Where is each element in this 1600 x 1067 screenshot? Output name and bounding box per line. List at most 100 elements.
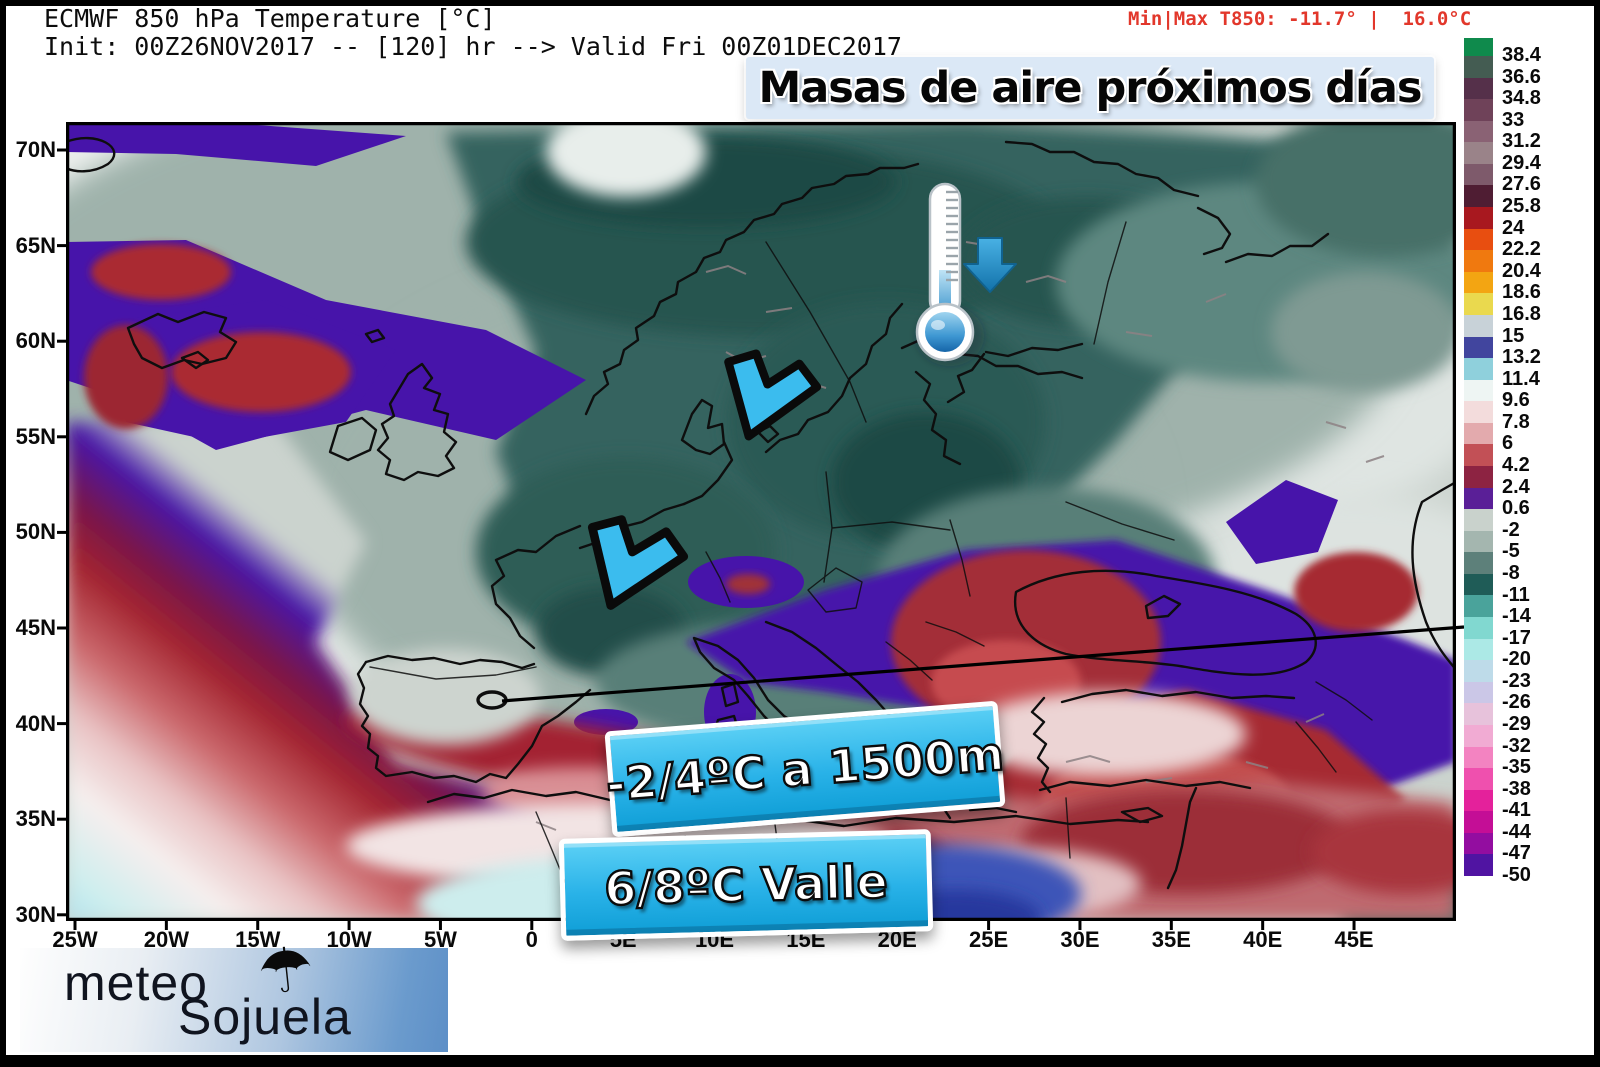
longitude-tick-label: 0	[525, 927, 538, 952]
colorbar-tick-label: -29	[1502, 712, 1531, 735]
colorbar-segment	[1464, 56, 1493, 78]
colorbar-segment	[1464, 530, 1493, 553]
colorbar-segment	[1464, 638, 1493, 661]
colorbar-segment	[1464, 552, 1493, 574]
longitude-axis: 25W 20W 15W 10W 5W 0 5E 10E 15E 20E 25E 30E 35E 40E 45…	[52, 927, 1456, 953]
colorbar-segment	[1464, 681, 1493, 704]
colorbar-tick-label: 20.4	[1502, 259, 1541, 282]
colorbar-segment	[1464, 746, 1493, 769]
colorbar-segment	[1464, 120, 1493, 143]
colorbar-segment	[1464, 163, 1493, 186]
colorbar-segment	[1464, 660, 1493, 682]
valley-temp-callout: 6/8ºC Valle	[558, 829, 934, 941]
colorbar-segment	[1464, 703, 1493, 725]
colorbar-segment	[1464, 573, 1493, 596]
headline-banner-text: Masas de aire próximos días	[758, 63, 1422, 113]
colorbar-tick-label: 22.2	[1502, 238, 1541, 261]
colorbar-tick-label: -2	[1502, 518, 1520, 541]
colorbar-tick-label: 2.4	[1502, 475, 1530, 498]
latitude-tick-label: 50N	[15, 519, 56, 545]
colorbar-segment	[1464, 422, 1493, 445]
latitude-tick-label: 55N	[15, 423, 56, 449]
colorbar-segment	[1464, 487, 1493, 510]
colorbar-tick-label: -14	[1502, 605, 1531, 628]
longitude-tick-label: 5W	[423, 927, 457, 952]
colorbar-segment	[1464, 336, 1493, 359]
colorbar-tick-label: -5	[1502, 540, 1520, 563]
colorbar-tick-label: -20	[1502, 648, 1531, 671]
colorbar-segment	[1464, 142, 1493, 164]
colorbar-segment	[1464, 250, 1493, 272]
longitude-tick-label: 10W	[326, 927, 372, 952]
longitude-tick-label: 15W	[235, 927, 281, 952]
latitude-tick-label: 40N	[15, 710, 56, 736]
colorbar-segment	[1464, 832, 1493, 855]
colorbar-tick-label: -38	[1502, 777, 1531, 800]
colorbar-tick-label: -44	[1502, 820, 1531, 843]
colorbar-segment	[1464, 314, 1493, 337]
colorbar-tick-label: -41	[1502, 799, 1531, 822]
colorbar-tick-label: 31.2	[1502, 130, 1541, 153]
colorbar-tick-label: 13.2	[1502, 346, 1541, 369]
colorbar-tick-label: 4.2	[1502, 454, 1530, 477]
colorbar-tick-label: 25.8	[1502, 195, 1541, 218]
colorbar-segment	[1464, 595, 1493, 618]
colorbar-tick-label: 36.6	[1502, 65, 1541, 88]
colorbar-segment	[1464, 811, 1493, 833]
latitude-tick-label: 65N	[15, 232, 56, 258]
colorbar-segment	[1464, 724, 1493, 747]
latitude-tick-label: 70N	[15, 137, 56, 162]
colorbar-tick-label: 15	[1502, 324, 1525, 347]
colorbar-segment	[1464, 789, 1493, 812]
colorbar-segment	[1464, 293, 1493, 315]
colorbar-tick-label: -47	[1502, 842, 1531, 865]
colorbar-tick-label: -35	[1502, 756, 1531, 779]
map-title: ECMWF 850 hPa Temperature [°C]	[44, 4, 496, 33]
colorbar-segment	[1464, 185, 1493, 208]
colorbar-tick-label: 38.4	[1502, 44, 1541, 66]
temperature-drop-arrow-icon	[963, 237, 1017, 293]
colorbar-segment	[1464, 617, 1493, 639]
colorbar-segment	[1464, 358, 1493, 380]
headline-banner: Masas de aire próximos días	[746, 57, 1434, 119]
logo-text-meteo: meteo	[64, 955, 208, 1011]
cold-air-arrow-icon-1	[724, 349, 822, 441]
colorbar-segment	[1464, 379, 1493, 402]
colorbar-tick-label: -32	[1502, 734, 1531, 757]
colorbar-tick-label: -23	[1502, 669, 1531, 692]
colorbar-tick-label: 27.6	[1502, 173, 1541, 196]
longitude-tick-label: 35E	[1151, 927, 1191, 952]
colorbar-segment	[1464, 509, 1493, 531]
colorbar-segment	[1464, 854, 1493, 876]
colorbar-tick-label: 9.6	[1502, 389, 1530, 412]
cold-air-arrow-icon-2	[587, 515, 689, 610]
meteosojuela-logo: meteo ☂ Sojuela	[20, 934, 448, 1052]
colorbar-tick-label: 18.6	[1502, 281, 1541, 304]
colorbar-segment	[1464, 271, 1493, 294]
colorbar-segment	[1464, 444, 1493, 466]
longitude-tick-label: 25E	[969, 927, 1009, 952]
longitude-tick-label: 25W	[52, 927, 98, 952]
latitude-tick-label: 45N	[15, 615, 56, 640]
colorbar-tick-label: 24	[1502, 216, 1525, 239]
colorbar-tick-label: -8	[1502, 561, 1520, 584]
latitude-tick-label: 30N	[15, 901, 56, 927]
altitude-temp-label: -2/4ºC a 1500m	[603, 725, 1007, 813]
thermometer-icon	[915, 182, 984, 366]
colorbar-segment	[1464, 99, 1493, 121]
map-subtitle-init-valid: Init: 00Z26NOV2017 -- [120] hr --> Valid…	[44, 32, 902, 61]
longitude-tick-label: 30E	[1060, 927, 1100, 952]
colorbar-swatches	[1464, 38, 1493, 876]
colorbar-tick-label: -17	[1502, 626, 1531, 649]
colorbar-tick-label: 29.4	[1502, 151, 1541, 174]
latitude-tick-label: 35N	[15, 806, 56, 832]
colorbar-segment	[1464, 77, 1493, 100]
colorbar-segment	[1464, 401, 1493, 423]
colorbar-tick-label: 7.8	[1502, 410, 1530, 433]
colorbar-tick-label: -11	[1502, 583, 1530, 606]
colorbar-tick-label: 6	[1502, 432, 1514, 455]
colorbar-segment	[1464, 768, 1493, 790]
colorbar-tick-label: 33	[1502, 108, 1525, 131]
colorbar-tick-label: 11.4	[1502, 367, 1540, 390]
